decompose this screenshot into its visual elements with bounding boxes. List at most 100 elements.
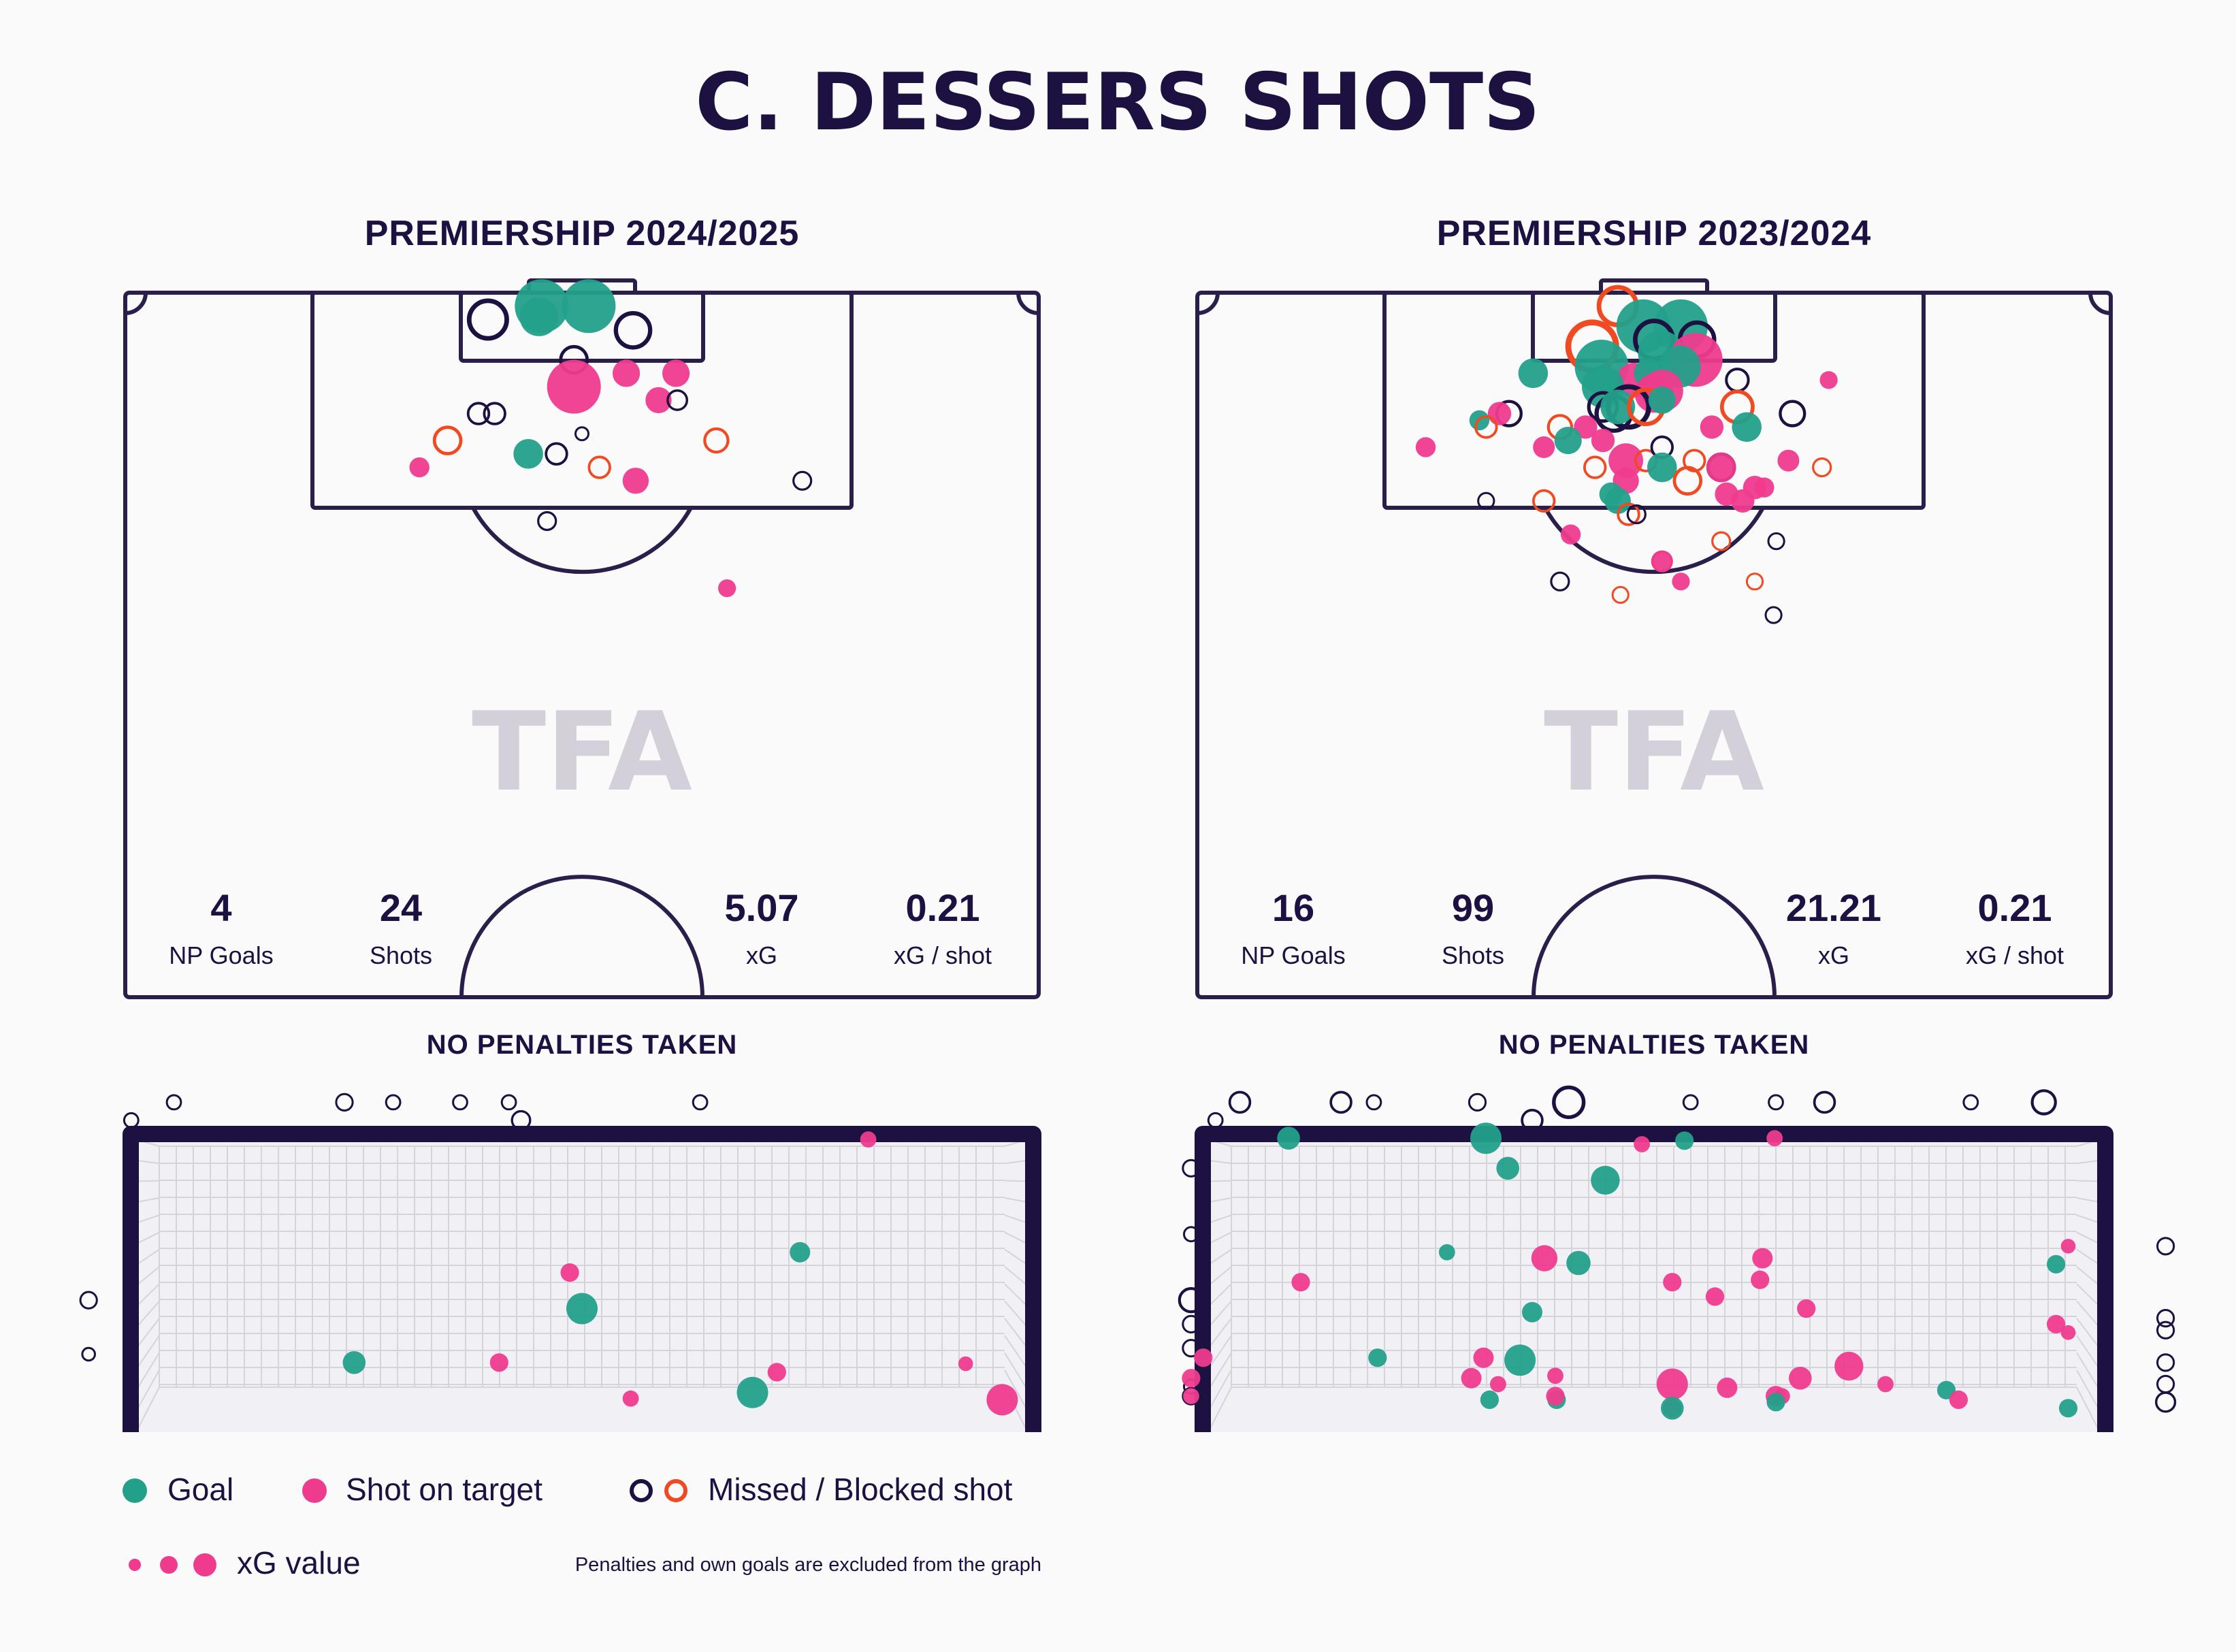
pitch-shot-blocked [1611, 585, 1630, 604]
pitch-shot-blocked [1672, 466, 1703, 496]
goal-shot-missed [1182, 1159, 1201, 1178]
goal-shot-missed [81, 1346, 97, 1362]
goal-shot-missed [1178, 1286, 1205, 1314]
pitch-shots [409, 279, 813, 598]
goal-shot-on-target [860, 1131, 877, 1148]
goal-marker [123, 1478, 147, 1503]
watermark-logo: TFA [1544, 688, 1764, 815]
pitch-shot-on-target [1706, 452, 1736, 483]
pitch-shot-missed [466, 298, 509, 341]
pitch-shot-on-target [1754, 477, 1775, 498]
pitch-shot-on-target [1700, 415, 1724, 439]
pitch-shot-on-target [1651, 550, 1673, 572]
panel-2023-2024: PREMIERSHIP 2023/2024 TFA 16 NP Goals 99… [1178, 214, 2177, 1433]
goal-shot-missed [1521, 1109, 1544, 1132]
centre-circle [1532, 875, 1777, 998]
stat-value: 5.07 [725, 886, 799, 929]
stat-shots: 24 Shots [370, 886, 432, 969]
goal-shot-goal [1470, 1122, 1502, 1154]
legend-xg: xG value [129, 1545, 361, 1581]
pitch-shot-goal [1732, 412, 1762, 442]
goal-shot-on-target [1547, 1367, 1563, 1384]
goal-frame-2024-2025 [79, 1092, 1041, 1433]
pitch-shot-blocked [1812, 457, 1832, 478]
goal-shot-missed [335, 1092, 354, 1112]
goal-posts [1195, 1126, 2113, 1432]
pitch-shot-blocked [1745, 572, 1764, 591]
stat-label: xG [746, 941, 777, 969]
pitch-shot-on-target [1731, 489, 1755, 513]
pitch-shot-blocked [1474, 415, 1498, 439]
goal-shot-missed [1813, 1090, 1836, 1114]
pitch-shot-on-target [718, 579, 736, 598]
goal-shot-missed [2156, 1321, 2175, 1340]
pitch-shot-blocked [1583, 455, 1607, 479]
watermark-logo: TFA [472, 688, 692, 815]
goal-shot-on-target [1634, 1136, 1650, 1152]
corner-arc-right [2088, 292, 2111, 315]
goal-shot-on-target [2060, 1325, 2076, 1340]
stat-value: 0.21 [906, 886, 980, 929]
goal-shot-goal [1591, 1165, 1620, 1195]
goal-shot-missed [165, 1094, 182, 1111]
goal-shot-goal [1480, 1390, 1499, 1409]
pitch-shot-on-target [613, 359, 641, 387]
goal-shot-goal [1661, 1397, 1684, 1420]
pitch-shots [1415, 285, 1838, 624]
pitch-2024-2025: TFA 4 NP Goals 24 Shots 5.07 xG 0.21 xG … [123, 278, 1041, 999]
pitch-shot-missed [792, 470, 813, 491]
pitch-shot-goal [1604, 487, 1631, 515]
pitch-shot-on-target [1415, 437, 1436, 457]
pitch-shot-on-target [1777, 449, 1800, 472]
goal-shot-on-target [1877, 1376, 1894, 1393]
goal-shot-on-target [958, 1356, 973, 1372]
goal-shot-on-target [1834, 1351, 1864, 1381]
corner-arc-left [1197, 292, 1220, 315]
goal-shot-on-target [1656, 1368, 1688, 1400]
legend-label: Shot on target [346, 1472, 542, 1507]
goal-shot-on-target [1291, 1273, 1310, 1292]
pitch-shot-on-target [645, 387, 672, 414]
pitch-shot-goal [1647, 452, 1677, 483]
goal-shot-missed [2154, 1391, 2177, 1413]
page-title: C. DESSERS SHOTS [695, 56, 1540, 148]
pitch-shot-blocked [432, 425, 463, 455]
panel-2024-2025: PREMIERSHIP 2024/2025 TFA 4 NP Goals 24 … [79, 214, 1041, 1433]
goal-shots [1178, 1085, 2177, 1420]
pitch-shot-blocked [1711, 531, 1732, 551]
stat-label: Shots [370, 941, 432, 969]
goal-shot-missed [1228, 1090, 1252, 1114]
goal-shot-missed [1182, 1387, 1201, 1406]
pitch-shot-missed [545, 442, 568, 466]
goal-shot-missed [1468, 1092, 1487, 1112]
pitch-shot-missed [1764, 606, 1783, 624]
stat-value: 24 [380, 886, 422, 929]
pitch-shot-missed [483, 402, 506, 425]
goal-shot-goal [2047, 1254, 2066, 1274]
pitch-shot-goal [562, 279, 616, 334]
goal-shot-missed [123, 1112, 140, 1129]
goal-shot-on-target [1797, 1299, 1816, 1318]
goal-shot-on-target [1717, 1377, 1738, 1398]
pitch-shot-missed [666, 389, 689, 411]
goal-shot-goal [342, 1351, 366, 1374]
legend-missed-blocked: Missed / Blocked shot [630, 1472, 1013, 1507]
net-mesh [135, 1139, 1028, 1433]
goal-shot-missed [452, 1094, 468, 1111]
goal-shot-missed [1207, 1112, 1224, 1129]
pitch-shot-missed [574, 426, 589, 442]
pitch-shot-blocked [1532, 489, 1556, 513]
pitch-shot-goal [1600, 389, 1636, 425]
goal-shot-missed [385, 1094, 402, 1111]
goal-shot-on-target [1705, 1287, 1725, 1306]
corner-arc-left [125, 292, 148, 315]
goal-shot-missed [1768, 1094, 1784, 1111]
goal-shot-missed [2156, 1237, 2175, 1256]
legend-label: Missed / Blocked shot [708, 1472, 1013, 1507]
goal-shot-missed [2030, 1089, 2057, 1116]
stat-xg-per-shot: 0.21 xG / shot [894, 886, 992, 969]
stat-np-goals: 16 NP Goals [1241, 886, 1345, 969]
goal-shot-on-target [2060, 1239, 2076, 1254]
goal-frame-2023-2024 [1178, 1085, 2177, 1433]
pitch-shot-on-target [1574, 415, 1598, 439]
